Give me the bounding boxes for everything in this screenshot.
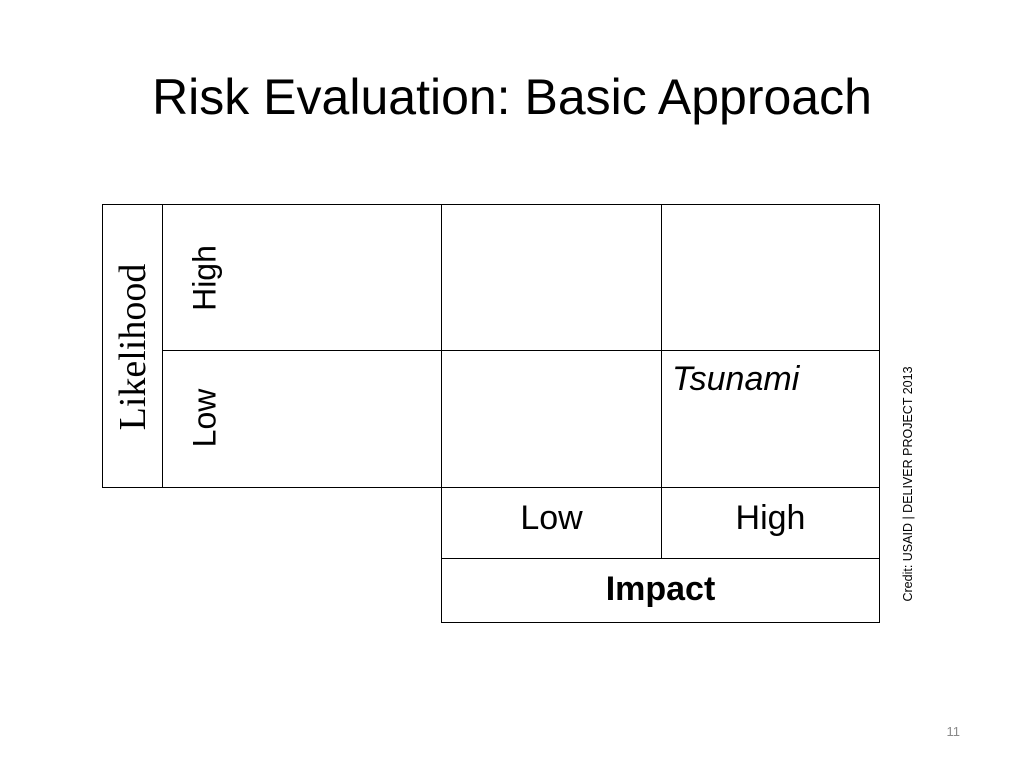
impact-label: Impact [605,570,716,608]
impact-level-high: High [735,499,806,537]
impact-label-cell: Impact [441,558,880,623]
slide-title: Risk Evaluation: Basic Approach [152,69,872,125]
matrix-cell-low-likelihood-low-impact [441,350,662,488]
likelihood-level-high-cell: High [162,204,442,351]
matrix-cell-high-likelihood-high-impact [661,204,880,351]
tsunami-label: Tsunami [672,360,800,398]
likelihood-level-high: High [186,245,223,311]
impact-level-low-cell: Low [441,487,662,559]
likelihood-label-cell: Likelihood [102,204,163,488]
matrix-cell-high-likelihood-low-impact [441,204,662,351]
credit-text: Credit: USAID | DELIVER PROJECT 2013 [901,366,915,602]
impact-level-low: Low [520,499,583,537]
likelihood-level-low: Low [186,388,223,448]
likelihood-label: Likelihood [112,263,154,431]
page-number: 11 [946,724,961,739]
matrix-cell-low-likelihood-high-impact: Tsunami [661,350,880,488]
impact-level-high-cell: High [661,487,880,559]
likelihood-level-low-cell: Low [162,350,442,488]
